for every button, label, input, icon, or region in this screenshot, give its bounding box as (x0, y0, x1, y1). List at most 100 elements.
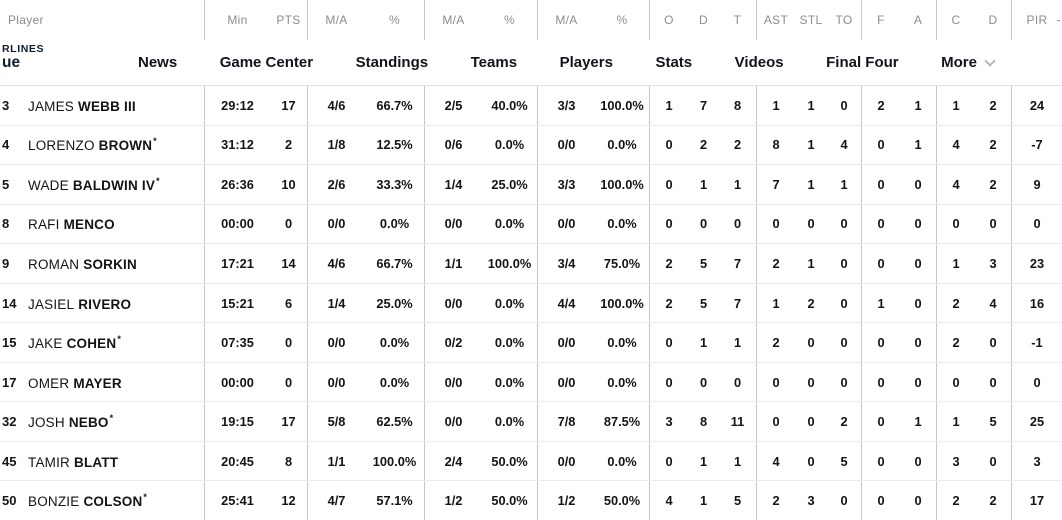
table-row[interactable]: 45 TAMIR BLATT 20:45 8 1/1 100.0% 2/4 50.… (0, 441, 1062, 482)
stat-reb-d: 5 (699, 255, 708, 271)
player-number: 15 (2, 335, 17, 351)
stat-to: 2 (827, 402, 862, 441)
stat-ft-pct: 87.5% (595, 402, 650, 441)
col-header-to: TO (827, 0, 862, 40)
player-first-name: TAMIR (28, 454, 70, 470)
table-row[interactable]: 8 RAFI MENCO 00:00 0 0/0 0.0% 0/0 0.0% 0/… (0, 204, 1062, 245)
euroleague-logo[interactable]: RLINES ue (2, 43, 45, 71)
box-score-header-row: Player Min PTS M/A % M/A % M/A % O D T A… (0, 0, 1062, 40)
player-first-name: JAMES (28, 98, 75, 114)
table-row[interactable]: 4 LORENZO BROWN* 31:12 2 1/8 12.5% 0/6 0.… (0, 125, 1062, 166)
stat-2fg-pct: 62.5% (365, 402, 425, 441)
table-row[interactable]: 14 JASIEL RIVERO 15:21 6 1/4 25.0% 0/0 0.… (0, 283, 1062, 324)
stat-2fg-ma: 4/7 (327, 493, 346, 509)
stat-blk-a: 0 (900, 165, 937, 204)
stat-reb-o: 2 (665, 255, 673, 271)
stat-ast: 0 (772, 414, 780, 430)
stat-3fg-pct: 100.0% (482, 244, 538, 283)
col-header-min: Min (227, 13, 248, 27)
player-number: 17 (2, 374, 17, 390)
col-header-pir-label: PIR (1026, 13, 1048, 27)
player-cell[interactable]: 14 JASIEL RIVERO (0, 283, 205, 323)
stat-3fg-ma: 0/2 (444, 335, 463, 351)
col-header-reb-t: T (719, 0, 757, 40)
stat-ft-ma: 0/0 (557, 335, 576, 351)
stat-reb-t: 2 (719, 125, 757, 165)
stat-foul-c: 2 (952, 295, 960, 311)
stat-2fg-pct: 0.0% (365, 323, 425, 362)
nav-item-videos[interactable]: Videos (734, 54, 784, 71)
player-first-name: LORENZO (28, 138, 95, 154)
stat-min: 17:21 (221, 255, 254, 271)
table-row[interactable]: 3 JAMES WEBB III 29:12 17 4/6 66.7% 2/5 4… (0, 86, 1062, 126)
stat-reb-t: 0 (719, 362, 757, 402)
stat-reb-t: 5 (719, 481, 757, 520)
nav-item-standings[interactable]: Standings (355, 54, 429, 71)
player-cell[interactable]: 15 JAKE COHEN* (0, 323, 205, 362)
player-last-name: COHEN (66, 336, 117, 352)
stat-blk-a: 0 (900, 323, 937, 362)
stat-2fg-pct: 0.0% (365, 362, 425, 402)
nav-item-teams[interactable]: Teams (470, 54, 518, 71)
nav-item-final-four[interactable]: Final Four (826, 54, 899, 71)
nav-item-more[interactable]: More (941, 54, 996, 71)
player-last-name: BROWN (98, 138, 153, 154)
player-cell[interactable]: 17 OMER MAYER (0, 362, 205, 402)
stat-reb-t: 1 (719, 441, 757, 481)
nav-item-players[interactable]: Players (559, 54, 613, 71)
player-cell[interactable]: 5 WADE BALDWIN IV* (0, 165, 205, 204)
stat-foul-d: 2 (975, 86, 1012, 125)
col-header-3fg-ma: M/A (442, 13, 465, 27)
starter-asterisk: * (143, 492, 148, 503)
nav-item-game-center[interactable]: Game Center (219, 54, 314, 71)
stat-ft-pct: 100.0% (595, 283, 650, 323)
logo-text-top: RLINES (2, 43, 45, 55)
table-row[interactable]: 9 ROMAN SORKIN 17:21 14 4/6 66.7% 1/1 100… (0, 244, 1062, 284)
stat-min: 25:41 (221, 493, 254, 509)
player-last-name: SORKIN (83, 256, 137, 272)
player-cell[interactable]: 8 RAFI MENCO (0, 204, 205, 244)
stat-foul-d: 5 (975, 402, 1012, 441)
stat-foul-c: 3 (952, 453, 960, 469)
stat-min: 26:36 (221, 176, 254, 192)
player-cell[interactable]: 3 JAMES WEBB III (0, 86, 205, 125)
stat-3fg-ma: 0/0 (444, 295, 463, 311)
player-cell[interactable]: 45 TAMIR BLATT (0, 441, 205, 481)
stat-ast: 2 (772, 255, 780, 271)
stat-blk-f: 0 (877, 414, 885, 430)
stat-blk-a: 1 (900, 402, 937, 441)
stat-2fg-pct: 57.1% (365, 481, 425, 520)
stat-3fg-ma: 2/4 (444, 453, 463, 469)
table-row[interactable]: 50 BONZIE COLSON* 25:41 12 4/7 57.1% 1/2 … (0, 481, 1062, 520)
nav-item-stats[interactable]: Stats (655, 54, 693, 71)
table-row[interactable]: 17 OMER MAYER 00:00 0 0/0 0.0% 0/0 0.0% 0… (0, 362, 1062, 403)
player-name: JAKE COHEN* (28, 334, 121, 351)
stat-ft-ma: 0/0 (557, 374, 576, 390)
stat-pir: 23 (1029, 255, 1045, 271)
player-cell[interactable]: 50 BONZIE COLSON* (0, 481, 205, 520)
starter-asterisk: * (109, 413, 114, 424)
stat-stl: 1 (807, 137, 815, 153)
player-last-name: COLSON (83, 494, 143, 510)
stat-reb-t: 11 (719, 402, 757, 441)
table-row[interactable]: 15 JAKE COHEN* 07:35 0 0/0 0.0% 0/2 0.0% … (0, 323, 1062, 363)
col-header-2fg-pct: % (365, 0, 425, 40)
table-row[interactable]: 32 JOSH NEBO* 19:15 17 5/8 62.5% 0/0 0.0%… (0, 402, 1062, 442)
stat-ast: 8 (772, 137, 780, 153)
table-row[interactable]: 5 WADE BALDWIN IV* 26:36 10 2/6 33.3% 1/4… (0, 165, 1062, 205)
stat-to: 5 (827, 441, 862, 481)
stat-2fg-pct: 100.0% (365, 441, 425, 481)
col-header-pir: PIR - (1012, 0, 1062, 40)
player-number: 5 (2, 176, 10, 192)
col-header-blk-f: F (877, 13, 885, 27)
stat-pts: 0 (270, 204, 308, 244)
stat-reb-o: 0 (665, 176, 673, 192)
nav-item-news[interactable]: News (138, 54, 178, 71)
sort-indicator-icon: - (1056, 11, 1061, 27)
player-cell[interactable]: 4 LORENZO BROWN* (0, 125, 205, 165)
player-cell[interactable]: 9 ROMAN SORKIN (0, 244, 205, 283)
stat-stl: 3 (807, 493, 815, 509)
stat-min: 31:12 (221, 137, 254, 153)
player-cell[interactable]: 32 JOSH NEBO* (0, 402, 205, 441)
stat-foul-d: 2 (975, 125, 1012, 165)
